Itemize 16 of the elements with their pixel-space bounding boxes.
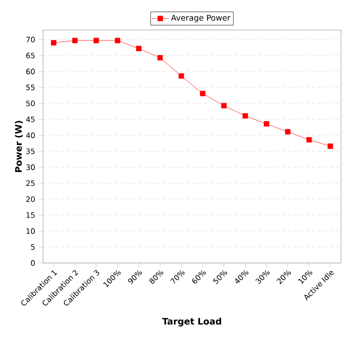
point <box>221 102 227 108</box>
point <box>285 129 290 135</box>
point <box>94 38 99 44</box>
x-axis-title: Target Load <box>162 318 222 326</box>
point <box>50 40 56 46</box>
point <box>264 121 270 127</box>
point <box>136 46 142 52</box>
point <box>72 38 78 44</box>
point <box>328 143 334 149</box>
point <box>200 90 206 96</box>
point <box>157 55 163 60</box>
point <box>178 73 184 79</box>
y-axis-title: Power (W) <box>14 120 23 172</box>
point <box>306 137 312 142</box>
point <box>114 38 120 44</box>
point <box>242 113 248 119</box>
